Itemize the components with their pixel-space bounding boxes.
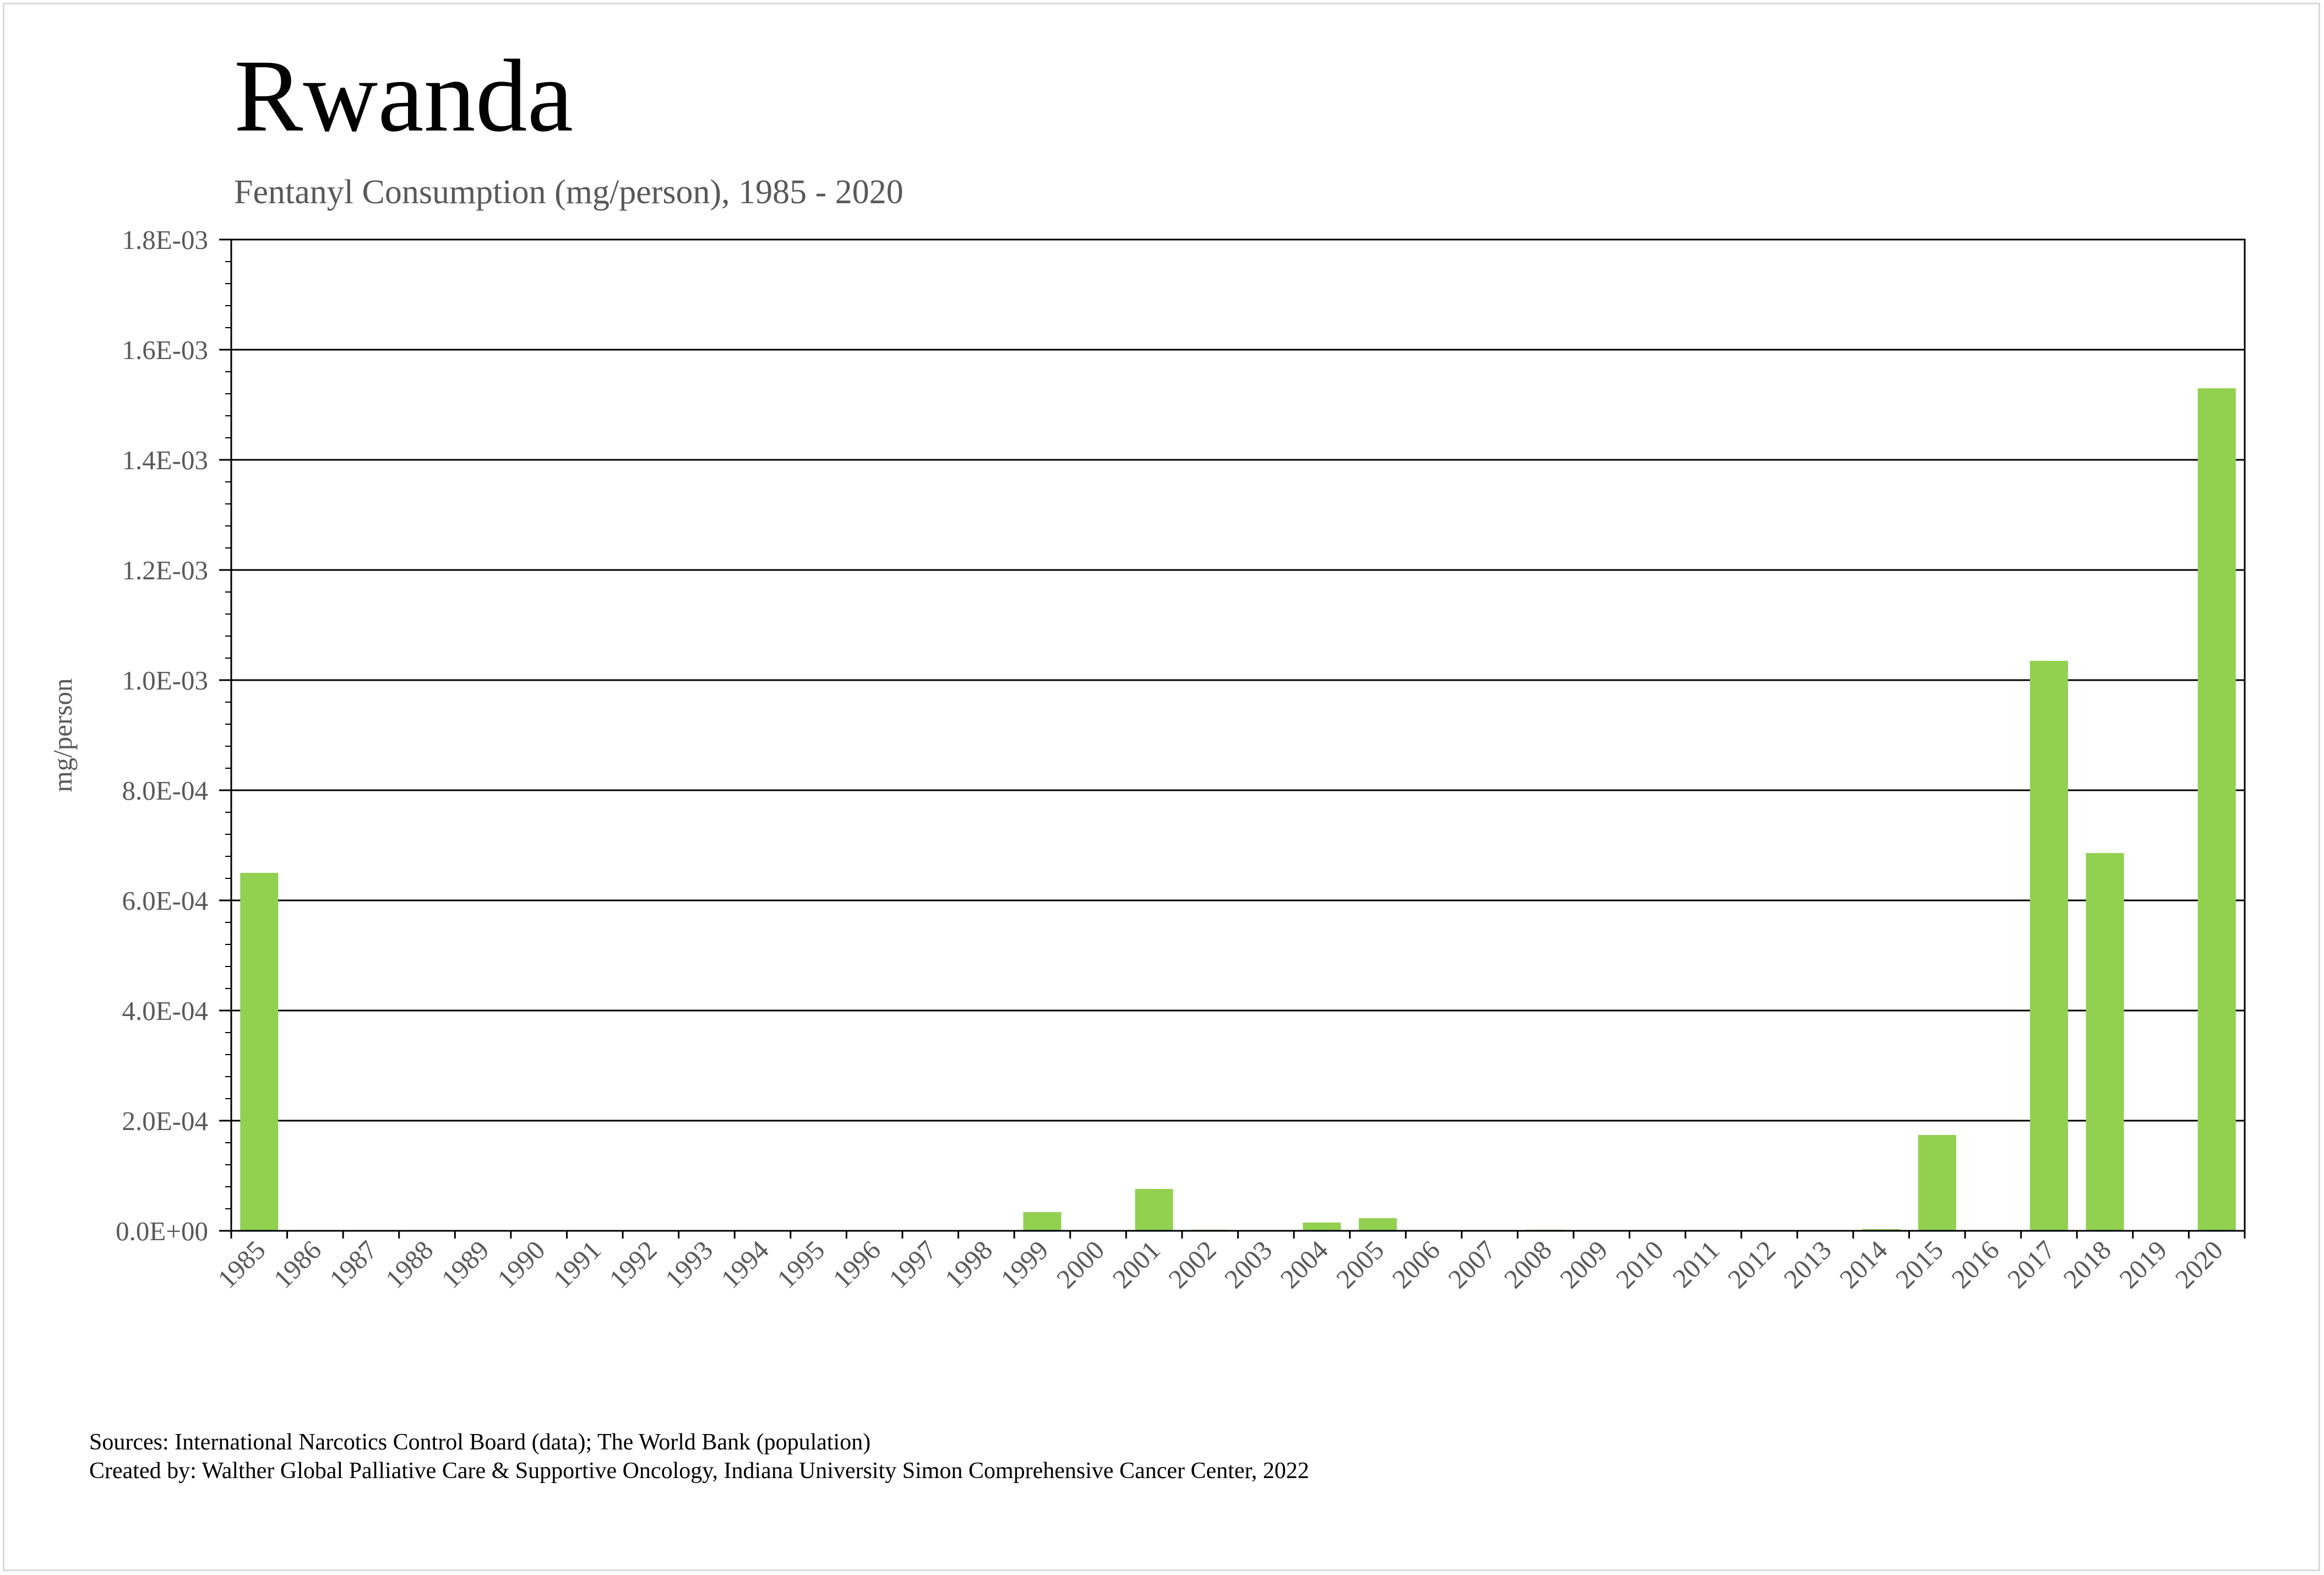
y-tick-label: 1.4E-03 xyxy=(122,445,209,475)
y-tick-labels: 0.0E+00 2.0E-04 4.0E-04 6.0E-04 8.0E-04 1.0E-… xyxy=(116,225,208,1246)
x-tick-label: 2009 xyxy=(1554,1235,1613,1294)
x-tick-label: 1999 xyxy=(995,1235,1054,1294)
x-tick-labels: 1985198619871988198919901991199219931994… xyxy=(211,1235,2229,1294)
y-axis-title: mg/person xyxy=(47,678,78,792)
bar xyxy=(1023,1212,1062,1231)
x-tick-label: 2000 xyxy=(1051,1235,1110,1294)
x-tick-label: 2020 xyxy=(2169,1235,2229,1294)
bar xyxy=(1358,1218,1397,1231)
x-tick-label: 2010 xyxy=(1610,1235,1669,1294)
x-tick-label: 1992 xyxy=(603,1235,662,1294)
x-tick-label: 1986 xyxy=(268,1235,327,1294)
y-tick-label: 1.0E-03 xyxy=(122,665,209,696)
chart-title: Rwanda xyxy=(234,38,574,153)
x-tick-label: 1996 xyxy=(827,1235,886,1294)
y-tick-label: 1.6E-03 xyxy=(122,335,209,365)
x-tick-label: 2001 xyxy=(1107,1235,1166,1294)
x-tick-label: 2019 xyxy=(2113,1235,2173,1294)
x-tick-label: 1988 xyxy=(379,1235,439,1294)
y-tick-label: 1.2E-03 xyxy=(122,555,209,585)
x-tick-label: 1987 xyxy=(324,1235,383,1294)
bar xyxy=(240,873,279,1231)
bars xyxy=(240,388,2236,1231)
x-tick-label: 2006 xyxy=(1386,1235,1446,1294)
bar xyxy=(1135,1189,1173,1231)
x-tick-label: 2003 xyxy=(1218,1235,1278,1294)
x-tick-label: 2004 xyxy=(1274,1235,1334,1294)
y-tick-label: 4.0E-04 xyxy=(122,996,209,1026)
x-tick-label: 2007 xyxy=(1442,1235,1501,1294)
x-tick-label: 1993 xyxy=(659,1235,719,1294)
x-tick-label: 1994 xyxy=(715,1235,775,1294)
sources-note: Sources: International Narcotics Control… xyxy=(89,1430,871,1455)
x-tick-label: 2011 xyxy=(1667,1235,1726,1294)
x-tick-label: 1990 xyxy=(491,1235,551,1294)
x-tick-label: 2002 xyxy=(1162,1235,1222,1294)
x-tick-label: 2013 xyxy=(1778,1235,1837,1294)
plot-area-border xyxy=(230,238,2246,1232)
bar xyxy=(1918,1135,1956,1231)
y-tick-label: 1.8E-03 xyxy=(122,225,209,255)
x-tick-label: 2008 xyxy=(1498,1235,1558,1294)
x-tick-label: 1991 xyxy=(547,1235,607,1294)
bar xyxy=(2197,388,2236,1231)
x-tick-label: 2017 xyxy=(2001,1235,2061,1294)
bar xyxy=(2029,661,2068,1231)
chart-frame xyxy=(3,3,2320,1571)
x-tick-label: 2014 xyxy=(1833,1235,1893,1294)
bar xyxy=(1303,1223,1341,1231)
x-tick-label: 2018 xyxy=(2058,1235,2117,1294)
x-tick-label: 2005 xyxy=(1330,1235,1390,1294)
x-tick-label: 2012 xyxy=(1722,1235,1781,1294)
x-tick-label: 1997 xyxy=(883,1235,942,1294)
y-tick-label: 8.0E-04 xyxy=(122,775,209,806)
x-tick-label: 1995 xyxy=(771,1235,830,1294)
y-tick-label: 0.0E+00 xyxy=(116,1216,208,1246)
y-tick-label: 2.0E-04 xyxy=(122,1106,209,1136)
x-tick-label: 1985 xyxy=(211,1235,271,1294)
x-tick-label: 2015 xyxy=(1890,1235,1949,1294)
axes xyxy=(219,238,2246,1239)
gridlines xyxy=(231,238,2245,1122)
x-tick-label: 2016 xyxy=(1945,1235,2005,1294)
created-by-note: Created by: Walther Global Palliative Ca… xyxy=(89,1458,1309,1484)
x-tick-label: 1998 xyxy=(939,1235,998,1294)
bar xyxy=(2086,853,2124,1231)
x-tick-label: 1989 xyxy=(436,1235,495,1294)
chart-subtitle: Fentanyl Consumption (mg/person), 1985 -… xyxy=(234,173,904,211)
y-tick-label: 6.0E-04 xyxy=(122,886,209,916)
